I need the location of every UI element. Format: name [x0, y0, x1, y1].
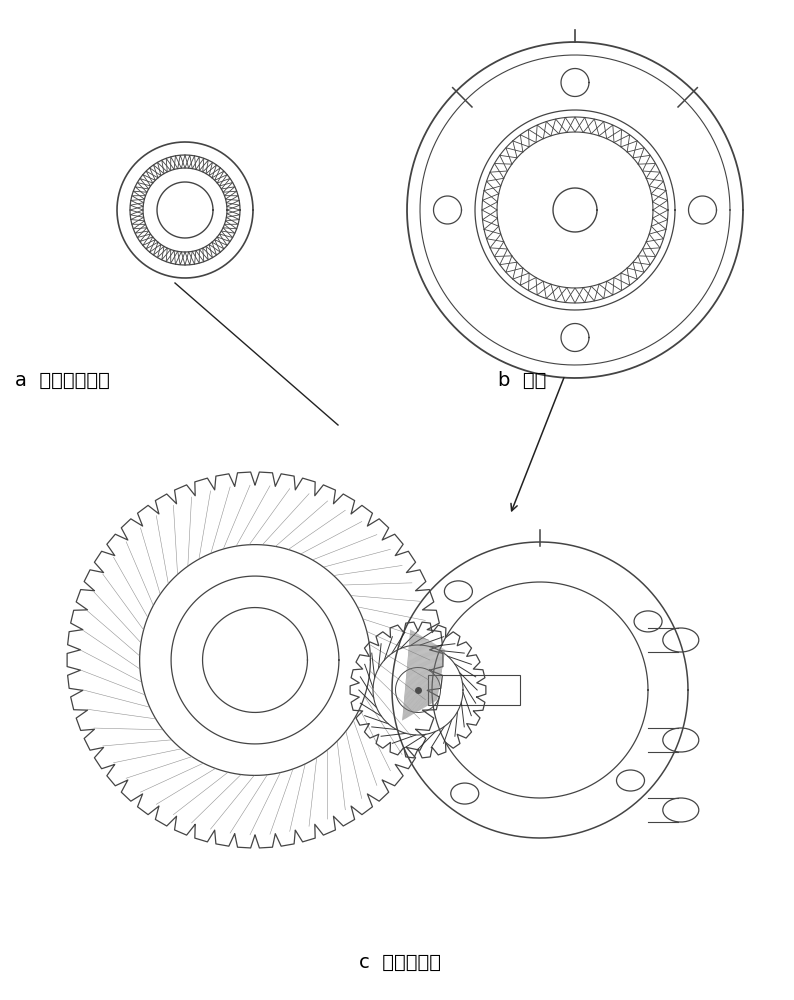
Text: b  舵盘: b 舵盘 — [498, 370, 546, 389]
Text: a  关节输出齿轮: a 关节输出齿轮 — [15, 370, 110, 389]
Text: c  组装示意图: c 组装示意图 — [359, 952, 441, 972]
